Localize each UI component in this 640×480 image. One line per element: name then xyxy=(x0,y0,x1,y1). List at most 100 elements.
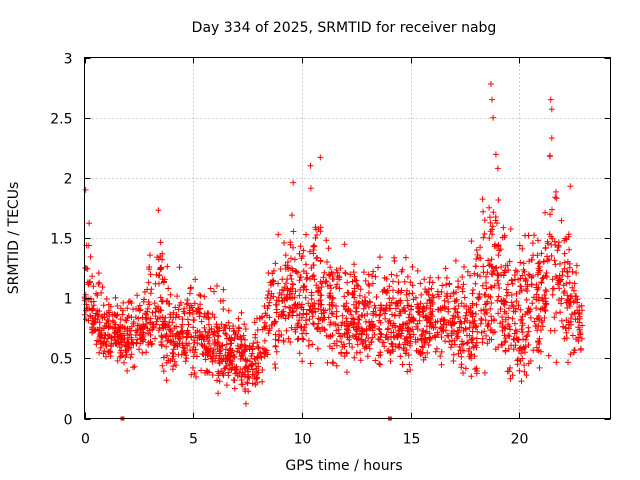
data-point xyxy=(365,271,372,278)
data-point xyxy=(518,378,525,385)
data-point xyxy=(391,254,398,261)
data-point xyxy=(373,294,380,300)
data-point xyxy=(362,337,369,344)
data-point xyxy=(390,287,396,294)
data-point xyxy=(166,319,173,326)
data-point xyxy=(310,262,317,269)
data-point xyxy=(303,261,309,268)
data-point xyxy=(442,265,449,272)
data-point xyxy=(193,308,200,315)
data-point xyxy=(314,254,321,261)
data-point xyxy=(169,332,176,339)
data-point xyxy=(211,288,217,295)
data-point xyxy=(381,343,388,350)
data-point xyxy=(474,251,481,258)
data-point xyxy=(576,329,583,335)
data-point xyxy=(149,309,156,316)
data-point xyxy=(356,300,363,307)
data-point xyxy=(326,306,333,313)
data-point xyxy=(401,278,408,285)
data-point xyxy=(542,295,549,302)
data-point xyxy=(510,308,517,315)
data-point xyxy=(350,324,357,331)
data-point xyxy=(450,312,457,319)
data-point xyxy=(541,292,548,298)
data-point xyxy=(376,325,382,332)
data-point xyxy=(294,324,300,331)
data-point xyxy=(372,273,379,280)
data-point xyxy=(351,294,358,301)
data-point xyxy=(222,352,229,359)
data-point xyxy=(553,195,560,202)
data-point xyxy=(313,255,320,262)
data-point xyxy=(514,357,521,364)
data-point xyxy=(202,356,209,363)
data-point xyxy=(529,300,536,307)
data-point xyxy=(230,323,236,329)
data-point xyxy=(279,276,286,283)
data-point xyxy=(455,284,461,291)
data-point xyxy=(357,286,364,293)
data-point xyxy=(349,315,356,322)
data-point xyxy=(248,362,255,369)
data-point xyxy=(417,300,424,307)
data-point xyxy=(558,300,564,307)
data-point xyxy=(333,284,339,291)
data-point xyxy=(404,302,411,309)
data-point xyxy=(124,305,131,312)
data-point xyxy=(435,274,442,281)
data-point xyxy=(333,362,340,369)
data-point xyxy=(512,327,519,334)
data-point xyxy=(376,360,383,367)
data-point xyxy=(564,292,571,299)
data-point xyxy=(497,320,504,327)
data-point xyxy=(230,377,237,383)
data-point xyxy=(437,305,444,312)
data-point xyxy=(344,308,351,315)
data-point xyxy=(296,250,303,257)
data-point xyxy=(296,317,303,324)
data-point xyxy=(504,368,511,375)
data-point xyxy=(481,369,488,376)
data-point xyxy=(508,342,515,349)
data-point xyxy=(353,349,360,356)
data-point xyxy=(569,268,576,275)
data-point xyxy=(215,390,222,397)
data-point xyxy=(184,316,191,323)
data-point xyxy=(451,337,458,344)
data-point xyxy=(409,326,416,333)
data-point xyxy=(215,333,222,340)
data-point xyxy=(180,308,187,315)
data-point xyxy=(502,348,509,355)
data-point xyxy=(492,241,498,248)
data-point xyxy=(228,349,235,356)
data-point xyxy=(153,318,160,325)
data-point xyxy=(506,258,513,265)
data-point xyxy=(539,305,546,312)
data-point xyxy=(296,311,303,318)
data-point xyxy=(295,335,302,342)
data-point xyxy=(263,349,270,356)
data-point xyxy=(101,314,108,321)
data-point xyxy=(446,338,453,345)
data-point xyxy=(97,338,104,345)
data-point xyxy=(466,353,473,360)
data-point xyxy=(144,305,151,312)
data-point xyxy=(512,320,518,327)
data-point xyxy=(386,283,393,290)
data-point xyxy=(307,185,314,192)
data-point xyxy=(159,298,166,305)
data-point xyxy=(225,369,232,376)
data-point xyxy=(216,360,223,366)
data-point xyxy=(195,305,201,312)
data-point xyxy=(342,269,349,276)
data-point xyxy=(327,282,333,289)
data-point xyxy=(123,317,130,324)
data-point xyxy=(161,278,167,285)
data-point xyxy=(353,277,360,284)
data-point xyxy=(318,310,325,317)
data-point xyxy=(547,153,554,160)
data-point xyxy=(496,285,503,291)
data-point xyxy=(409,290,416,297)
data-point xyxy=(419,327,426,334)
